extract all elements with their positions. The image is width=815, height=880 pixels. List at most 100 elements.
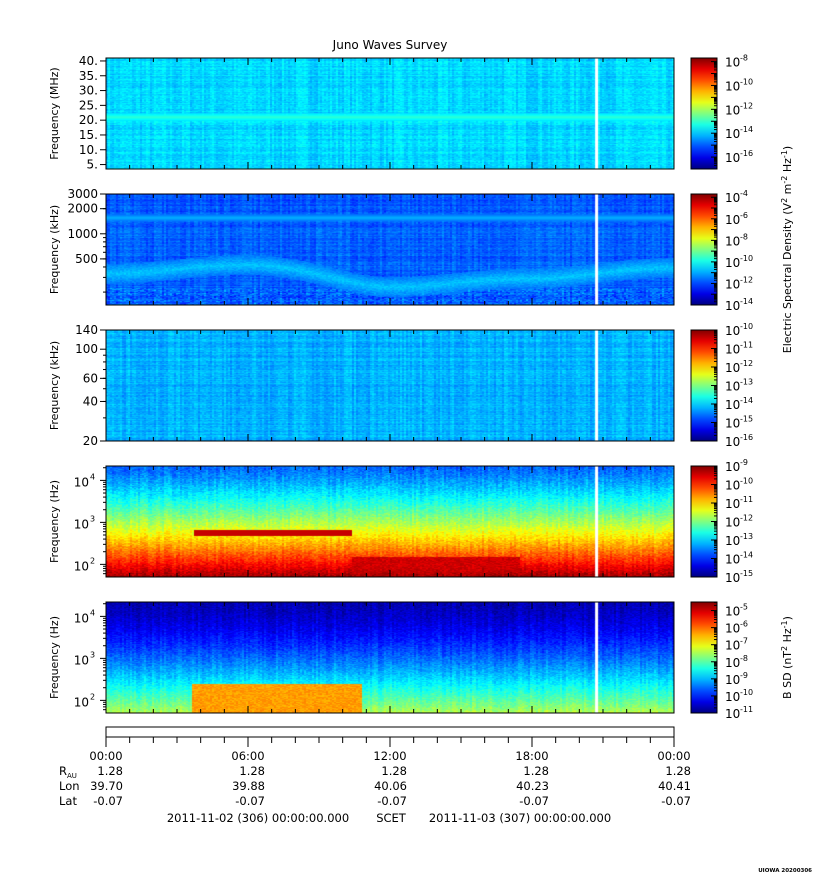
spectrogram-panels: 40.35.30.25.20.15.10.5. Frequency (MHz) 10… — [48, 54, 794, 721]
colorbar-tick-label: 10 — [725, 256, 740, 270]
y-tick-label: 5. — [87, 158, 98, 172]
colorbar-tick-exponent: -15 — [740, 415, 753, 424]
colorbar-gradient — [690, 57, 718, 170]
time-axis: 00:00 06:00 12:00 18:00 00:00 — [89, 726, 691, 763]
y-axis-label: Frequency (MHz) — [48, 67, 61, 159]
y-tick-label: 30. — [79, 84, 98, 98]
y-tick-exponent: 4 — [90, 608, 95, 617]
ephemeris-value: 39.88 — [232, 779, 265, 793]
colorbar-tick-exponent: -12 — [740, 514, 753, 523]
colorbar-tick-exponent: -9 — [740, 458, 748, 467]
colorbar-tick-label: 10 — [725, 277, 740, 291]
ephemeris-label: RAU — [59, 764, 77, 780]
panel-hfr-high: 40.35.30.25.20.15.10.5. Frequency (MHz) 10… — [48, 54, 753, 172]
ephemeris-value: 40.06 — [374, 779, 407, 793]
colorbar-tick-exponent: -11 — [740, 705, 753, 714]
colorbar-tick-label: 10 — [725, 324, 740, 338]
y-axis-label: Frequency (kHz) — [48, 341, 61, 430]
spectrogram-image — [106, 602, 674, 713]
colorbar-tick-label: 10 — [725, 622, 740, 636]
y-tick-label: 2000 — [67, 202, 98, 216]
footer-start-time: 2011-11-02 (306) 00:00:00.000 — [167, 811, 349, 825]
spectrogram-image — [106, 194, 674, 305]
time-tick-label: 18:00 — [515, 749, 548, 763]
colorbar-tick-label: 10 — [725, 639, 740, 653]
time-tick-label: 12:00 — [373, 749, 406, 763]
colorbar-tick-label: 10 — [725, 673, 740, 687]
colorbar-tick-label: 10 — [725, 127, 740, 141]
colorbar-tick-label: 10 — [725, 191, 740, 205]
y-tick-label: 10 — [74, 695, 89, 709]
colorbar-tick-label: 10 — [725, 707, 740, 721]
colorbar-tick-label: 10 — [725, 398, 740, 412]
y-tick-label: 20. — [79, 113, 98, 127]
colorbar-tick-exponent: -16 — [740, 433, 753, 442]
y-tick-label: 40. — [79, 54, 98, 68]
y-tick-label: 10 — [74, 475, 89, 489]
ephemeris-value: 40.23 — [516, 779, 549, 793]
colorbar-tick-label: 10 — [725, 460, 740, 474]
colorbar-tick-label: 10 — [725, 417, 740, 431]
colorbar-tick-label: 10 — [725, 479, 740, 493]
y-tick-label: 10 — [74, 611, 89, 625]
ephemeris-value: 40.41 — [658, 779, 691, 793]
y-tick-label: 1000 — [67, 227, 98, 241]
footer-end-time: 2011-11-03 (307) 00:00:00.000 — [429, 811, 611, 825]
time-tick-label: 00:00 — [657, 749, 690, 763]
footer-scet-label: SCET — [376, 811, 407, 825]
y-tick-label: 35. — [79, 69, 98, 83]
spectrogram-image — [106, 466, 674, 577]
ephemeris-value: -0.07 — [93, 794, 123, 808]
colorbar-tick-exponent: -7 — [740, 637, 748, 646]
colorbar-tick-exponent: -11 — [740, 495, 753, 504]
ephemeris-value: 1.28 — [523, 764, 549, 778]
y-tick-label: 10 — [74, 517, 89, 531]
ephemeris-value: -0.07 — [661, 794, 691, 808]
colorbar-tick-exponent: -10 — [740, 688, 753, 697]
colorbar-tick-exponent: -8 — [740, 232, 748, 241]
colorbar-tick-label: 10 — [725, 435, 740, 449]
credit-stamp: UIOWA 20200306 — [758, 868, 812, 874]
colorbar-tick-label: 10 — [725, 690, 740, 704]
y-tick-label: 140 — [75, 323, 98, 337]
y-tick-label: 500 — [75, 252, 98, 266]
spectrogram-image — [106, 58, 674, 169]
colorbar-tick-exponent: -5 — [740, 603, 748, 612]
colorbar-tick-exponent: -8 — [740, 54, 748, 63]
time-axis-box — [105, 726, 675, 738]
colorbar-label: B SD (nT2 Hz-1) — [780, 616, 795, 699]
colorbar-tick-label: 10 — [725, 361, 740, 375]
y-tick-label: 25. — [79, 98, 98, 112]
y-tick-label: 60 — [83, 371, 98, 385]
y-tick-label: 15. — [79, 128, 98, 142]
ephemeris-value: 1.28 — [239, 764, 265, 778]
colorbar-tick-label: 10 — [725, 299, 740, 313]
y-tick-exponent: 4 — [90, 472, 95, 481]
colorbar-tick-exponent: -9 — [740, 671, 748, 680]
y-axis-label: Frequency (kHz) — [48, 205, 61, 294]
colorbar-tick-label: 10 — [725, 605, 740, 619]
y-tick-exponent: 3 — [90, 514, 95, 523]
colorbar-tick-label: 10 — [725, 103, 740, 117]
colorbar-tick-exponent: -12 — [740, 359, 753, 368]
colorbar-tick-exponent: -11 — [740, 341, 753, 350]
chart-title: Juno Waves Survey — [332, 38, 448, 52]
colorbar-tick-label: 10 — [725, 79, 740, 93]
colorbar-tick-label: 10 — [725, 56, 740, 70]
colorbar-tick-exponent: -6 — [740, 211, 748, 220]
colorbar-tick-exponent: -10 — [740, 322, 753, 331]
colorbar-tick-label: 10 — [725, 151, 740, 165]
y-axis-label: Frequency (Hz) — [48, 616, 61, 699]
colorbar-tick-label: 10 — [725, 516, 740, 530]
y-axis-label: Frequency (Hz) — [48, 480, 61, 563]
colorbar-tick-exponent: -8 — [740, 654, 748, 663]
colorbar-tick-label: 10 — [725, 380, 740, 394]
y-tick-exponent: 2 — [90, 692, 95, 701]
